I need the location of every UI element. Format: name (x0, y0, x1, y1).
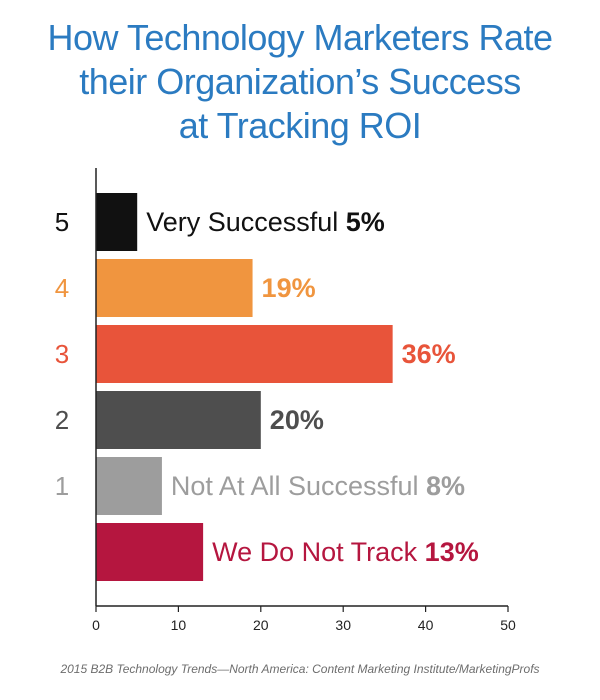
category-label: Not At All Successful (171, 471, 426, 501)
rating-label: 1 (55, 471, 69, 501)
bar (96, 193, 138, 251)
chart-title-line: How Technology Marketers Rate (47, 17, 553, 58)
chart-title-line: their Organization’s Success (79, 61, 521, 102)
rating-label: 5 (55, 207, 69, 237)
category-label: We Do Not Track (212, 537, 425, 567)
category-label: Very Successful (146, 207, 346, 237)
value-label: 20% (270, 405, 324, 435)
bar-label: 36% (402, 339, 456, 369)
bar (96, 325, 393, 383)
bar-label: Very Successful 5% (146, 207, 385, 237)
rating-label: 3 (55, 339, 69, 369)
value-label: 36% (402, 339, 456, 369)
value-label: 5% (346, 207, 385, 237)
bar (96, 523, 204, 581)
x-tick-label: 40 (418, 617, 434, 633)
bar (96, 457, 162, 515)
value-label: 13% (425, 537, 479, 567)
value-label: 8% (426, 471, 465, 501)
chart-title: How Technology Marketers Rate their Orga… (0, 16, 600, 148)
rating-label: 2 (55, 405, 69, 435)
chart-title-line: at Tracking ROI (178, 105, 422, 146)
bar-label: 19% (262, 273, 316, 303)
x-tick-label: 50 (500, 617, 516, 633)
value-label: 19% (262, 273, 316, 303)
bar-label: We Do Not Track 13% (212, 537, 479, 567)
x-tick-label: 30 (335, 617, 351, 633)
bar (96, 259, 253, 317)
rating-label: 4 (55, 273, 69, 303)
bar-label: 20% (270, 405, 324, 435)
x-tick-label: 10 (171, 617, 187, 633)
x-tick-label: 20 (253, 617, 269, 633)
x-tick-label: 0 (92, 617, 100, 633)
bar-label: Not At All Successful 8% (171, 471, 465, 501)
bar (96, 391, 261, 449)
source-note: 2015 B2B Technology Trends—North America… (60, 662, 540, 676)
